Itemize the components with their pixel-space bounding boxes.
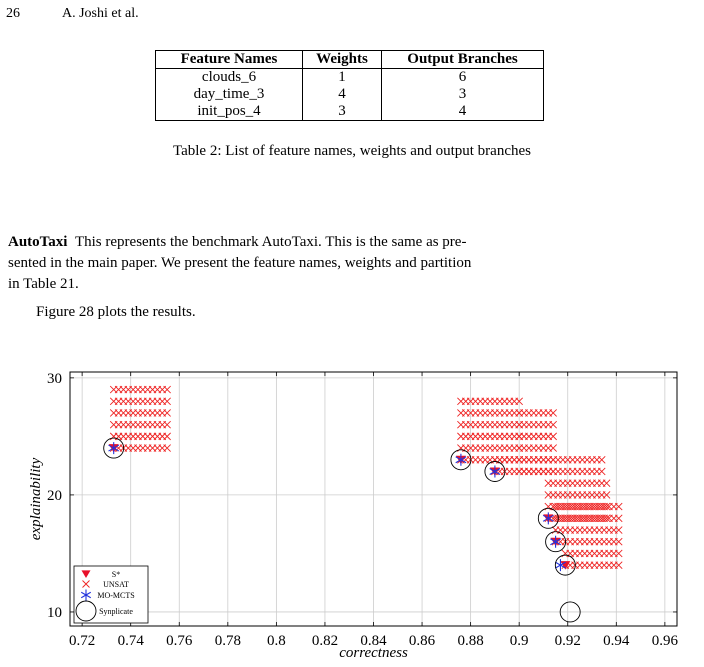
- unsat-marker: [163, 409, 171, 417]
- unsat-marker: [549, 420, 557, 429]
- unsat-marker: [549, 444, 557, 452]
- synplicate-marker: [537, 507, 559, 529]
- x-tick-label: 0.84: [360, 633, 387, 649]
- table-header-cell: Feature Names: [155, 50, 303, 69]
- table-cell: 4: [381, 103, 544, 121]
- table-row: clouds_6 1 6: [155, 68, 544, 86]
- chart-legend: S*UNSAT MO-MCTS Synplicate: [73, 565, 149, 624]
- unsat-marker: [163, 432, 171, 441]
- grid-lines: [70, 372, 677, 626]
- y-axis-label: explainability: [28, 457, 44, 540]
- unsat-marker: [614, 537, 623, 546]
- paragraph-line: in Table 21.: [8, 276, 79, 292]
- unsat-marker: [549, 409, 557, 417]
- x-tick-label: 0.74: [118, 633, 145, 649]
- legend-entry-label: S*: [112, 570, 120, 579]
- x-tick-label: 0.8: [267, 633, 286, 649]
- x-tick-label: 0.76: [166, 633, 193, 649]
- table-cell: 6: [381, 68, 544, 86]
- x-axis-label: correctness: [339, 645, 408, 661]
- mo-mcts-marker: [108, 442, 120, 455]
- mo-mcts-series: [108, 442, 566, 572]
- x-tick-label: 0.88: [457, 633, 483, 649]
- x-tick-label: 0.78: [215, 633, 241, 649]
- synplicate-series: [103, 437, 581, 623]
- legend-entry-label: MO-MCTS: [97, 591, 134, 600]
- unsat-marker: [602, 479, 611, 488]
- unsat-marker: [163, 420, 171, 429]
- table-caption: Table 2: List of feature names, weights …: [172, 143, 531, 159]
- legend-synplicate-marker: [75, 600, 97, 622]
- legend-entry-label: UNSAT: [103, 580, 129, 589]
- table-cell: 3: [302, 103, 382, 121]
- unsat-marker: [597, 467, 606, 476]
- synplicate-marker: [103, 437, 125, 459]
- table-cell: 1: [302, 68, 382, 86]
- unsat-marker: [614, 561, 623, 569]
- x-tick-label: 0.72: [69, 633, 95, 649]
- unsat-marker: [614, 502, 623, 511]
- y-tick-label: 20: [47, 488, 62, 504]
- mo-mcts-marker: [550, 535, 562, 548]
- s-star-marker: [81, 570, 91, 579]
- x-tick-label: 0.94: [603, 633, 630, 649]
- table-row: day_time_3 4 3: [155, 86, 544, 103]
- unsat-marker: [602, 491, 611, 499]
- table-cell: clouds_6: [155, 68, 303, 86]
- table-row: init_pos_4 3 4: [155, 103, 544, 121]
- section-paragraph: AutoTaxi This represents the benchmark A…: [8, 232, 698, 295]
- mo-mcts-marker: [455, 453, 467, 466]
- x-tick-label: 0.96: [652, 633, 679, 649]
- y-axis-ticks: 10 20 30: [47, 371, 677, 621]
- unsat-marker: [614, 526, 623, 534]
- page-header: 26 A. Joshi et al.: [6, 6, 139, 22]
- unsat-marker: [515, 397, 523, 406]
- table-header-cell: Weights: [302, 50, 382, 69]
- unsat-marker: [602, 514, 611, 523]
- results-scatter-chart: 0.72 0.74 0.76 0.78 0.8 0.82 0.84 0.86 0.88 0.9 0.…: [28, 371, 678, 661]
- synplicate-marker: [450, 449, 472, 471]
- unsat-marker: [82, 580, 90, 588]
- table-header-cell: Output Branches: [381, 50, 544, 69]
- unsat-marker: [163, 385, 171, 394]
- x-tick-label: 0.82: [312, 633, 338, 649]
- legend-entry-label: Synplicate: [99, 607, 133, 616]
- section-title: AutoTaxi: [8, 234, 68, 250]
- synplicate-marker: [559, 601, 581, 623]
- table-cell: day_time_3: [155, 86, 303, 103]
- table-cell: 3: [381, 86, 544, 103]
- x-tick-label: 0.92: [555, 633, 581, 649]
- page-number: 26: [6, 6, 20, 21]
- synplicate-marker: [484, 461, 506, 482]
- paragraph-line: This represents the benchmark AutoTaxi. …: [74, 234, 467, 250]
- unsat-marker: [614, 549, 623, 558]
- unsat-marker: [549, 432, 557, 441]
- y-tick-label: 30: [47, 371, 62, 387]
- unsat-marker: [614, 514, 623, 523]
- unsat-marker: [602, 502, 611, 511]
- table-header-row: Feature Names Weights Output Branches: [155, 50, 544, 69]
- unsat-marker: [163, 397, 171, 406]
- mo-mcts-marker: [542, 512, 554, 525]
- mo-mcts-marker: [554, 559, 566, 572]
- synplicate-marker: [554, 554, 576, 576]
- figure-reference: Figure 28 plots the results.: [36, 304, 196, 320]
- x-axis-ticks: 0.72 0.74 0.76 0.78 0.8 0.82 0.84 0.86 0.88 0.9 0.…: [69, 372, 678, 649]
- y-tick-label: 10: [47, 605, 62, 621]
- unsat-marker: [597, 455, 606, 464]
- table-cell: init_pos_4: [155, 103, 303, 121]
- legend-mo-mcts-marker: [80, 589, 92, 601]
- running-authors: A. Joshi et al.: [62, 6, 139, 21]
- x-tick-label: 0.9: [510, 633, 529, 649]
- unsat-marker: [163, 444, 171, 452]
- synplicate-marker: [545, 531, 567, 553]
- mo-mcts-marker: [489, 465, 501, 478]
- table-cell: 4: [302, 86, 382, 103]
- paragraph-line: sented in the main paper. We present the…: [8, 255, 472, 271]
- x-tick-label: 0.86: [409, 633, 436, 649]
- feature-table: Feature Names Weights Output Branches cl…: [155, 50, 544, 121]
